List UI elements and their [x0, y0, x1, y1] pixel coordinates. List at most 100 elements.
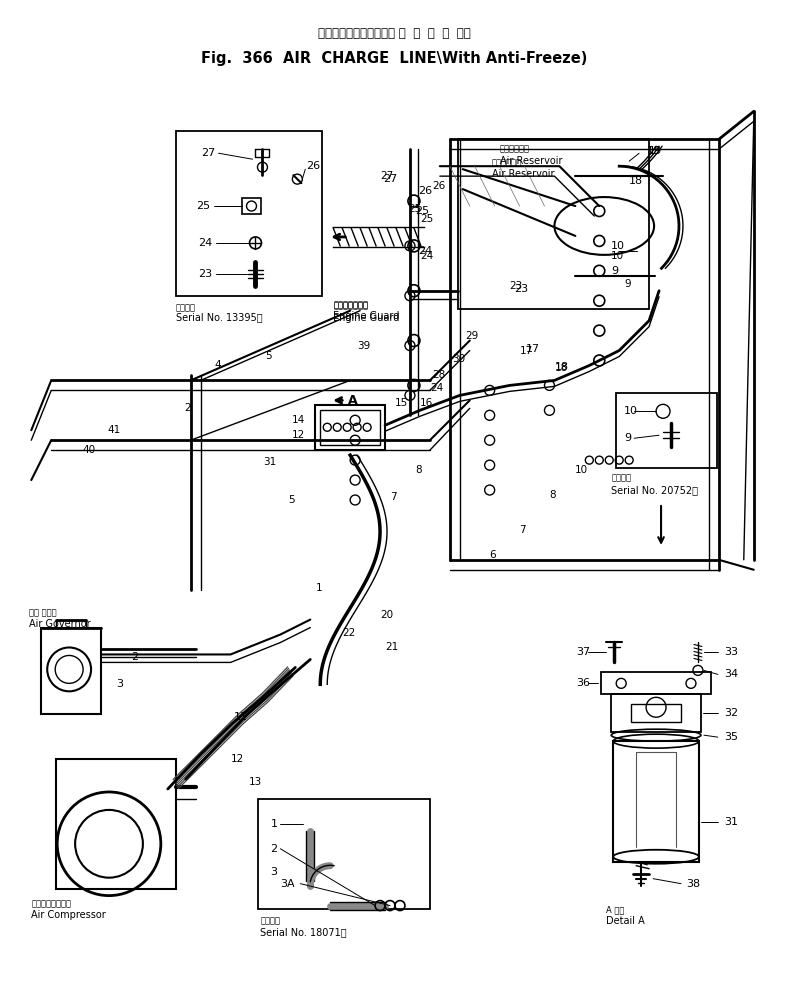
- Text: Detail A: Detail A: [606, 916, 645, 926]
- Text: 5: 5: [288, 495, 295, 505]
- Text: 3: 3: [116, 680, 123, 690]
- Text: 25: 25: [415, 206, 429, 216]
- Text: 39: 39: [357, 340, 370, 350]
- Text: 19: 19: [647, 146, 661, 156]
- Text: 2: 2: [131, 653, 138, 663]
- Bar: [56, 759, 176, 889]
- Text: 9: 9: [611, 266, 619, 276]
- Text: 17: 17: [520, 345, 533, 355]
- Text: 6: 6: [490, 550, 496, 560]
- Text: 7: 7: [390, 492, 397, 503]
- Text: 8: 8: [549, 490, 556, 500]
- Text: 26: 26: [432, 181, 445, 191]
- Text: 20: 20: [380, 610, 393, 620]
- Text: 41: 41: [108, 425, 121, 435]
- Bar: [631, 705, 681, 722]
- Text: エアリザーバ: エアリザーバ: [499, 145, 529, 154]
- Text: 15: 15: [395, 398, 408, 408]
- Text: 27: 27: [383, 174, 398, 184]
- Text: 24: 24: [418, 246, 432, 256]
- Text: 22: 22: [342, 628, 355, 638]
- Bar: [241, 198, 261, 214]
- Text: 31: 31: [264, 457, 277, 467]
- Text: 34: 34: [724, 670, 738, 680]
- Text: 適用号機: 適用号機: [176, 303, 196, 312]
- Text: 4: 4: [214, 360, 221, 370]
- Text: 3A: 3A: [280, 879, 295, 889]
- Text: Fig.  366  AIR  CHARGE  LINE\With Anti-Freeze): Fig. 366 AIR CHARGE LINE\With Anti-Freez…: [201, 51, 587, 66]
- Text: 26: 26: [418, 186, 432, 196]
- Text: 5: 5: [265, 350, 271, 360]
- Text: 適用号機: 適用号機: [611, 473, 631, 482]
- Text: 25: 25: [408, 204, 421, 214]
- Text: 36: 36: [576, 679, 590, 689]
- Text: A: A: [348, 393, 358, 406]
- Bar: [616, 393, 717, 468]
- Text: 10: 10: [624, 406, 638, 416]
- Bar: [458, 139, 649, 308]
- Text: 27: 27: [380, 171, 393, 181]
- Text: 3: 3: [271, 867, 278, 877]
- Text: 2: 2: [271, 844, 278, 854]
- Text: 27: 27: [201, 148, 215, 158]
- Text: 31: 31: [724, 817, 738, 827]
- Text: 33: 33: [724, 648, 738, 658]
- Text: 38: 38: [686, 879, 700, 889]
- Text: エアリザーバ: エアリザーバ: [492, 159, 522, 168]
- Text: 16: 16: [420, 398, 433, 408]
- Text: 26: 26: [306, 161, 320, 171]
- Bar: [176, 131, 322, 295]
- Text: A 詳細: A 詳細: [606, 905, 625, 914]
- Text: 24: 24: [198, 238, 213, 248]
- Bar: [259, 799, 430, 909]
- Text: 7: 7: [520, 525, 526, 535]
- Text: 14: 14: [292, 415, 305, 425]
- Text: 25: 25: [420, 214, 433, 224]
- Text: 1: 1: [316, 583, 323, 593]
- Text: 29: 29: [466, 330, 479, 340]
- Text: 30: 30: [452, 353, 465, 363]
- Text: 18: 18: [555, 362, 569, 372]
- Text: エンジンガード: エンジンガード: [333, 300, 368, 309]
- Text: 10: 10: [611, 241, 625, 251]
- Text: 23: 23: [514, 283, 529, 293]
- Text: Serial No. 13395～: Serial No. 13395～: [176, 312, 263, 322]
- Text: 23: 23: [199, 269, 213, 279]
- Text: エア カバナ: エア カバナ: [29, 608, 57, 617]
- Bar: [613, 741, 699, 862]
- Bar: [320, 410, 380, 445]
- Text: 9: 9: [624, 433, 631, 443]
- Text: 25: 25: [196, 201, 211, 211]
- Text: 17: 17: [525, 343, 540, 353]
- Text: 2: 2: [184, 403, 191, 413]
- Text: Air Reservoir: Air Reservoir: [499, 156, 562, 166]
- Text: 12: 12: [230, 754, 244, 764]
- Text: Air Governor: Air Governor: [29, 619, 91, 629]
- Text: 24: 24: [420, 251, 433, 261]
- Text: 12: 12: [292, 430, 305, 440]
- Text: 35: 35: [724, 732, 738, 742]
- Text: 10: 10: [611, 251, 624, 261]
- Text: 32: 32: [724, 709, 738, 719]
- Text: 21: 21: [385, 643, 398, 653]
- Text: 9: 9: [624, 278, 631, 288]
- Text: 適用号機: 適用号機: [260, 916, 280, 925]
- Text: 8: 8: [415, 465, 421, 475]
- Bar: [41, 628, 101, 715]
- Bar: [316, 405, 385, 450]
- Bar: [601, 673, 711, 695]
- Text: 24: 24: [430, 383, 443, 393]
- Text: 37: 37: [576, 648, 590, 658]
- Text: エアーチャージライン（ 凍  結  防  止  付）: エアーチャージライン（ 凍 結 防 止 付）: [318, 27, 470, 40]
- Text: 1: 1: [271, 819, 278, 829]
- Text: 18: 18: [555, 363, 567, 373]
- Text: Engine Guard: Engine Guard: [333, 310, 399, 320]
- Text: 19: 19: [649, 146, 662, 156]
- Bar: [611, 695, 701, 732]
- Text: エンジンガード: エンジンガード: [333, 301, 368, 310]
- Text: Air Reservoir: Air Reservoir: [492, 169, 554, 179]
- Text: 10: 10: [574, 465, 588, 475]
- Text: 23: 23: [510, 280, 523, 290]
- Text: 18: 18: [629, 176, 643, 186]
- Text: 13: 13: [249, 777, 262, 787]
